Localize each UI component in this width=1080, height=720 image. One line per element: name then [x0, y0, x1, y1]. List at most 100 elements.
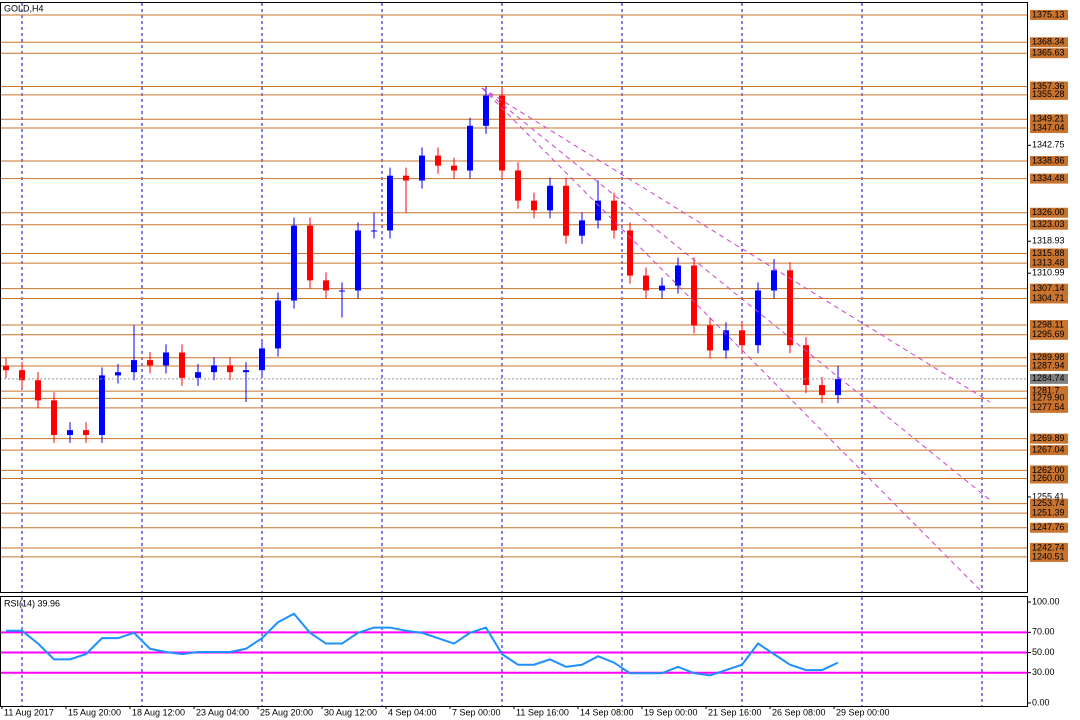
candle-body	[595, 200, 601, 221]
level-label: 1326.00	[1032, 207, 1065, 217]
candle-body	[803, 345, 809, 386]
plot-layer: 1342.75 1318.93 1310.99 1255.41 1375.13 1368.…	[0, 3, 1068, 717]
channel-line	[481, 87, 991, 403]
candle-body	[195, 372, 201, 378]
level-label-box	[1030, 258, 1068, 269]
candle-body	[419, 155, 425, 181]
y-tick-label: 30.00	[1032, 667, 1055, 677]
x-tick-label: 21 Sep 16:00	[708, 707, 762, 717]
level-label: 1269.89	[1032, 433, 1065, 443]
candle-body	[723, 330, 729, 351]
x-tick-label: 11 Sep 16:00	[516, 707, 569, 717]
candle-body	[147, 360, 153, 366]
level-label: 1267.04	[1032, 444, 1065, 454]
candle-body	[19, 370, 25, 381]
candle-body	[243, 370, 249, 373]
level-label-box	[1030, 551, 1068, 562]
candle-body	[483, 95, 489, 126]
level-label-box	[1030, 283, 1068, 294]
level-label: 1287.94	[1032, 360, 1065, 370]
candle-body	[467, 125, 473, 171]
level-label-box	[1030, 498, 1068, 509]
candle-body	[227, 365, 233, 373]
candle-body	[659, 285, 665, 291]
y-tick-label: 1310.99	[1032, 268, 1065, 278]
level-label: 1240.51	[1032, 551, 1065, 561]
x-tick-label: 15 Aug 20:00	[68, 707, 121, 717]
current-price-label: 1284.74	[1032, 373, 1065, 383]
level-label-box	[1030, 508, 1068, 519]
level-label: 1315.88	[1032, 248, 1065, 258]
candle-body	[3, 365, 9, 371]
candle-body	[35, 380, 41, 401]
candle-body	[435, 155, 441, 166]
x-tick-label: 26 Sep 08:00	[772, 707, 826, 717]
level-label-box	[1030, 445, 1068, 456]
level-label: 1262.00	[1032, 465, 1065, 475]
level-label-box	[1030, 352, 1068, 363]
candle-body	[131, 360, 137, 373]
candle-body	[787, 270, 793, 346]
level-label: 1313.48	[1032, 258, 1065, 268]
candle-body	[355, 230, 361, 291]
level-label-box	[1030, 542, 1068, 553]
level-label-box	[1030, 81, 1068, 92]
candle-body	[371, 230, 377, 232]
candle-body	[755, 290, 761, 346]
level-label: 1281.7	[1032, 385, 1060, 395]
level-label-box	[1030, 48, 1068, 59]
main-frame	[0, 2, 1028, 593]
candle-body	[163, 352, 169, 366]
level-label: 1251.39	[1032, 508, 1065, 518]
candle-body	[67, 430, 73, 435]
level-label: 1338.86	[1032, 155, 1065, 165]
x-tick-label: 14 Sep 08:00	[580, 707, 634, 717]
level-label: 1289.98	[1032, 352, 1065, 362]
current-price-box	[1030, 373, 1068, 384]
level-label: 1355.28	[1032, 89, 1065, 99]
level-label-box	[1030, 473, 1068, 484]
level-label: 1247.76	[1032, 522, 1065, 532]
candle-body	[611, 200, 617, 231]
y-tick-label: 1318.93	[1032, 236, 1065, 246]
candle-body	[179, 352, 185, 378]
level-label: 1349.21	[1032, 114, 1065, 124]
candle-body	[403, 175, 409, 181]
x-tick-label: 11 Aug 2017	[4, 707, 54, 717]
candle-body	[291, 225, 297, 301]
level-label-box	[1030, 173, 1068, 184]
x-tick-label: 18 Aug 12:00	[132, 707, 185, 717]
candle-body	[99, 375, 105, 435]
level-label-box	[1030, 522, 1068, 533]
candle-body	[771, 270, 777, 291]
candle-body	[307, 225, 313, 281]
level-label-box	[1030, 433, 1068, 444]
level-label: 1277.54	[1032, 402, 1065, 412]
candle-body	[691, 265, 697, 326]
channel-line	[481, 87, 991, 501]
level-label: 1253.74	[1032, 498, 1065, 508]
candle-body	[51, 400, 57, 435]
level-label: 1260.00	[1032, 473, 1065, 483]
rsi-line	[6, 612, 839, 677]
candle-body	[515, 170, 521, 201]
level-label: 1304.71	[1032, 293, 1065, 303]
x-tick-label: 23 Aug 04:00	[196, 707, 249, 717]
channel-lines	[481, 87, 991, 591]
x-tick-label: 29 Sep 00:00	[836, 707, 890, 717]
y-tick-label: 70.00	[1032, 627, 1055, 637]
candle-body	[259, 348, 265, 371]
candle-body	[275, 300, 281, 349]
level-label-box	[1030, 248, 1068, 259]
level-label-box	[1030, 207, 1068, 218]
candle-body	[739, 330, 745, 346]
level-label-box	[1030, 155, 1068, 166]
candle-body	[835, 378, 841, 396]
level-label: 1295.69	[1032, 329, 1065, 339]
candle-body	[339, 290, 345, 292]
candle-body	[643, 275, 649, 291]
candle-body	[115, 372, 121, 376]
level-label: 1307.14	[1032, 283, 1065, 293]
